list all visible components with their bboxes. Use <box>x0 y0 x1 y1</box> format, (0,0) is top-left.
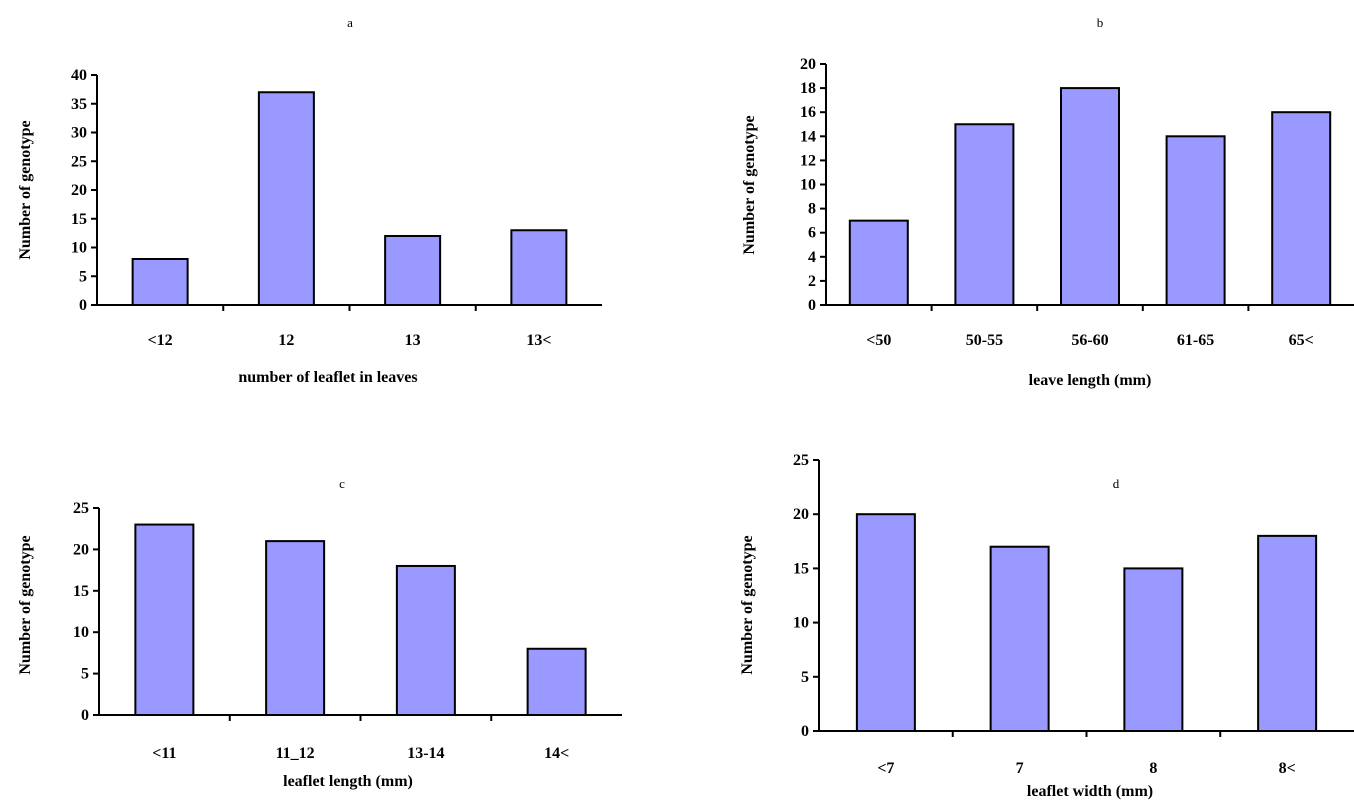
bar-b-0 <box>848 219 909 306</box>
y-tick-label-b-4: 8 <box>808 201 816 218</box>
y-axis-title-c: Number of genotype <box>17 535 34 674</box>
bar-d-1 <box>989 545 1050 732</box>
x-category-label-d-0: <7 <box>877 760 894 777</box>
x-category-label-c-2: 13-14 <box>407 745 444 762</box>
x-category-label-a-0: <12 <box>148 332 173 349</box>
y-tick-label-b-6: 12 <box>800 152 816 169</box>
y-tick-label-a-7: 35 <box>71 96 87 113</box>
bar-c-3 <box>526 647 587 717</box>
y-tick-label-b-7: 14 <box>800 128 816 145</box>
x-category-label-b-2: 56-60 <box>1071 332 1108 349</box>
bar-c-0 <box>134 523 195 716</box>
y-tick-label-a-0: 0 <box>79 297 87 314</box>
x-category-label-a-2: 13 <box>405 332 421 349</box>
chart-panel-c: c 0 5 10 15 20 25 <11 11_12 13-14 14< leaflet len… <box>17 476 622 790</box>
y-tick-label-b-9: 18 <box>800 80 816 97</box>
x-category-label-d-1: 7 <box>1016 760 1024 777</box>
x-category-label-c-0: <11 <box>152 745 176 762</box>
y-tick-label-c-1: 5 <box>81 666 89 683</box>
x-category-label-b-3: 61-65 <box>1177 332 1214 349</box>
x-category-label-a-1: 12 <box>278 332 294 349</box>
y-tick-label-d-3: 15 <box>793 560 809 577</box>
x-category-label-c-1: 11_12 <box>276 745 315 762</box>
plot-area-a: 0 5 10 15 20 25 30 35 40 <12 12 13 13< <box>71 67 602 349</box>
panel-letter-a: a <box>347 15 353 30</box>
bar-d-0 <box>855 513 916 733</box>
y-axis-title-d: Number of genotype <box>739 535 756 674</box>
x-category-label-b-0: <50 <box>866 332 891 349</box>
y-tick-label-d-2: 10 <box>793 615 809 632</box>
bar-c-2 <box>395 564 456 717</box>
x-axis-title-c: leaflet length (mm) <box>283 773 413 790</box>
bar-b-3 <box>1165 135 1226 306</box>
y-axis-title-a: Number of genotype <box>17 120 34 259</box>
y-tick-label-d-5: 25 <box>793 452 809 469</box>
y-tick-label-a-6: 30 <box>71 125 87 142</box>
y-tick-label-a-2: 10 <box>71 240 87 257</box>
y-tick-label-d-1: 5 <box>801 669 809 686</box>
y-tick-label-b-3: 6 <box>808 225 816 242</box>
bar-b-2 <box>1060 87 1120 306</box>
plot-area-b: 0 2 4 6 8 10 12 14 16 18 20 <50 50-55 56-60 61-65 65< <box>800 56 1354 349</box>
bar-d-3 <box>1257 534 1318 732</box>
y-axis-title-b: Number of genotype <box>741 115 758 254</box>
y-tick-label-d-0: 0 <box>801 723 809 740</box>
y-tick-label-b-10: 20 <box>800 56 816 73</box>
bar-a-1 <box>257 91 315 306</box>
chart-panel-d: d 0 5 10 15 20 25 <7 7 8 8< leaflet width (mm) Nu… <box>739 452 1354 800</box>
x-category-label-b-4: 65< <box>1289 332 1314 349</box>
y-tick-label-c-5: 25 <box>73 500 89 517</box>
y-tick-label-c-0: 0 <box>81 707 89 724</box>
y-tick-label-a-4: 20 <box>71 182 87 199</box>
y-tick-label-b-2: 4 <box>808 249 816 266</box>
x-category-label-c-3: 14< <box>544 745 569 762</box>
y-tick-label-b-1: 2 <box>808 273 816 290</box>
bar-a-2 <box>384 235 442 306</box>
x-category-label-d-2: 8 <box>1149 760 1157 777</box>
y-tick-label-a-5: 25 <box>71 153 87 170</box>
x-axis-title-a: number of leaflet in leaves <box>238 369 417 386</box>
bar-a-0 <box>131 258 189 306</box>
y-tick-label-c-4: 20 <box>73 541 89 558</box>
y-tick-label-c-3: 15 <box>73 583 89 600</box>
y-tick-label-b-5: 10 <box>800 177 816 194</box>
bar-c-1 <box>265 540 326 716</box>
y-tick-label-d-4: 20 <box>793 506 809 523</box>
bar-d-2 <box>1123 567 1184 733</box>
x-category-label-a-3: 13< <box>526 332 551 349</box>
y-tick-label-b-8: 16 <box>800 104 816 121</box>
panel-letter-d: d <box>1113 476 1120 491</box>
y-tick-label-b-0: 0 <box>808 297 816 314</box>
plot-area-c: 0 5 10 15 20 25 <11 11_12 13-14 14< <box>73 500 622 762</box>
y-tick-label-c-2: 10 <box>73 624 89 641</box>
y-tick-label-a-3: 15 <box>71 211 87 228</box>
chart-panel-a: a 0 5 10 15 20 25 30 35 40 <12 12 13 13< number of l… <box>17 15 602 386</box>
y-tick-label-a-1: 5 <box>79 268 87 285</box>
panel-letter-c: c <box>339 476 345 491</box>
chart-panel-b: b 0 2 4 6 8 10 12 14 16 18 20 <50 50-55 56-60 61-65 65<… <box>741 15 1354 389</box>
panel-letter-b: b <box>1097 15 1104 30</box>
bar-a-3 <box>510 229 568 306</box>
plot-area-d: 0 5 10 15 20 25 <7 7 8 8< <box>793 452 1354 777</box>
x-axis-title-b: leave length (mm) <box>1029 372 1152 389</box>
x-category-label-d-3: 8< <box>1279 760 1296 777</box>
bar-b-1 <box>954 123 1015 306</box>
y-tick-label-a-8: 40 <box>71 67 87 84</box>
x-category-label-b-1: 50-55 <box>966 332 1003 349</box>
bar-b-4 <box>1271 111 1332 306</box>
x-axis-title-d: leaflet width (mm) <box>1027 783 1153 800</box>
